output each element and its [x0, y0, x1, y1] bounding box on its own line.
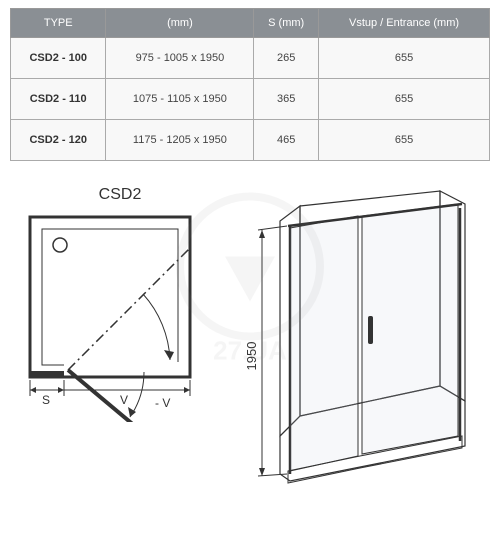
cell-type: CSD2 - 110 [11, 79, 106, 120]
cell-entrance: 655 [319, 79, 490, 120]
cell-entrance: 655 [319, 38, 490, 79]
cell-type: CSD2 - 120 [11, 120, 106, 161]
diagram-left-title: CSD2 [20, 186, 220, 204]
table-row: CSD2 - 100 975 - 1005 x 1950 265 655 [11, 38, 490, 79]
cell-s: 465 [254, 120, 319, 161]
label-v: V [120, 393, 128, 407]
col-type: TYPE [11, 9, 106, 38]
spec-table: TYPE (mm) S (mm) Vstup / Entrance (mm) C… [10, 8, 490, 161]
cell-s: 365 [254, 79, 319, 120]
iso-view-svg: 1950 [240, 186, 480, 486]
cell-mm: 1175 - 1205 x 1950 [106, 120, 254, 161]
diagram-area: CSD2 - V [0, 186, 500, 491]
label-neg-v: - V [155, 396, 170, 410]
cell-mm: 1075 - 1105 x 1950 [106, 79, 254, 120]
col-entrance: Vstup / Entrance (mm) [319, 9, 490, 38]
top-view-diagram: CSD2 - V [20, 186, 220, 427]
col-mm: (mm) [106, 9, 254, 38]
table-row: CSD2 - 110 1075 - 1105 x 1950 365 655 [11, 79, 490, 120]
table-row: CSD2 - 120 1175 - 1205 x 1950 465 655 [11, 120, 490, 161]
col-s: S (mm) [254, 9, 319, 38]
label-s: S [42, 393, 50, 407]
cell-type: CSD2 - 100 [11, 38, 106, 79]
iso-view-diagram: 1950 [240, 186, 480, 491]
table-header-row: TYPE (mm) S (mm) Vstup / Entrance (mm) [11, 9, 490, 38]
cell-mm: 975 - 1005 x 1950 [106, 38, 254, 79]
cell-s: 265 [254, 38, 319, 79]
cell-entrance: 655 [319, 120, 490, 161]
top-view-svg: - V S V [20, 212, 220, 422]
label-height: 1950 [244, 342, 259, 371]
